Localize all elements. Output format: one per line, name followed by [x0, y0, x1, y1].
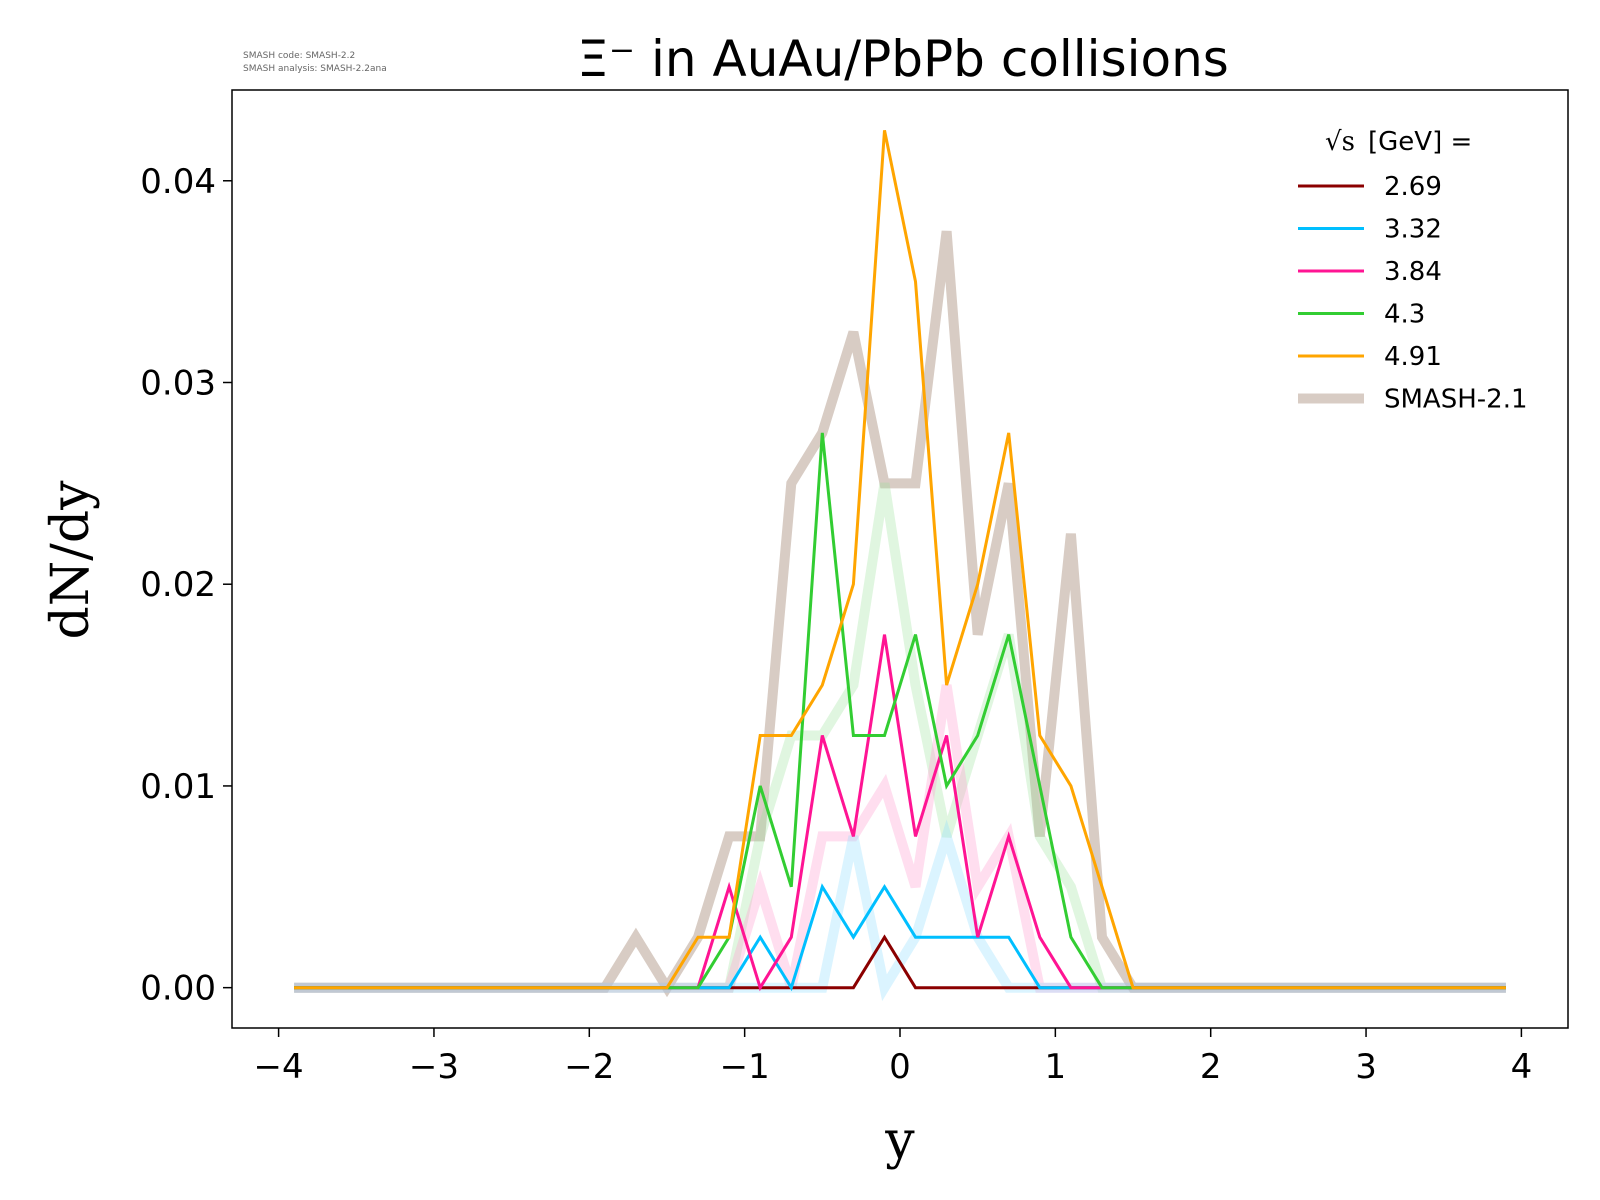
legend: √s [GeV] = 2.69 3.32 3.84 4.3 4.91 SMASH-2.1	[1298, 127, 1528, 415]
legend-label: 3.84	[1384, 257, 1442, 287]
series-line-4.91	[294, 129, 1506, 990]
x-tick-label: 0	[889, 1047, 911, 1087]
x-tick-label: −1	[720, 1047, 770, 1087]
legend-label: 4.91	[1384, 342, 1442, 372]
legend-title-sqrt: √s	[1325, 127, 1355, 157]
legend-label: SMASH-2.1	[1384, 385, 1528, 415]
y-tick-label: 0.00	[140, 969, 216, 1009]
y-axis-label: dN/dy	[41, 480, 101, 640]
y-tick-label: 0.02	[140, 565, 216, 605]
legend-label: 3.32	[1384, 215, 1442, 245]
plot-area	[231, 89, 1569, 1029]
legend-label: 4.3	[1384, 300, 1425, 330]
series-layer	[294, 129, 1506, 1002]
axis-layer: −4 −3 −2 −1 0 1 2 3 4 0.00 0.01 0.02 0.03 0.04	[140, 162, 1532, 1087]
y-tick-label: 0.04	[140, 162, 216, 202]
x-axis-label: y	[884, 1111, 915, 1171]
x-tick-label: −2	[564, 1047, 614, 1087]
legend-label: 2.69	[1384, 172, 1442, 202]
x-tick-label: 1	[1045, 1047, 1067, 1087]
x-tick-label: 2	[1200, 1047, 1222, 1087]
x-tick-label: 3	[1355, 1047, 1377, 1087]
smash-code-note: SMASH code: SMASH-2.2	[243, 51, 355, 61]
legend-title-rest: [GeV] =	[1368, 127, 1472, 157]
x-tick-label: 4	[1511, 1047, 1533, 1087]
x-tick-label: −3	[409, 1047, 459, 1087]
smash-analysis-note: SMASH analysis: SMASH-2.2ana	[243, 64, 387, 74]
x-tick-label: −4	[254, 1047, 304, 1087]
y-tick-label: 0.03	[140, 363, 216, 403]
y-tick-label: 0.01	[140, 767, 216, 807]
chart-title: Ξ⁻ in AuAu/PbPb collisions	[577, 30, 1229, 88]
